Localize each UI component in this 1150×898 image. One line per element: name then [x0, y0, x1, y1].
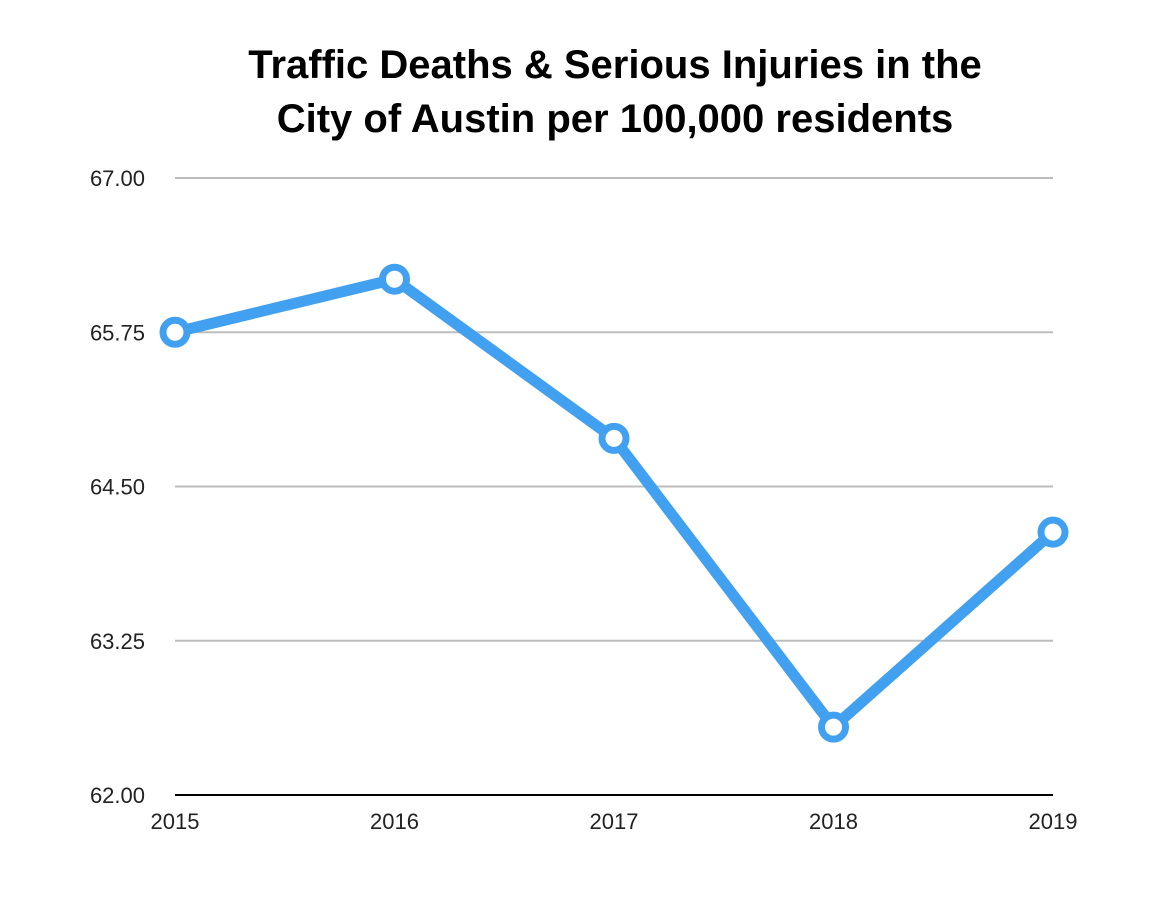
series-line — [169, 273, 1059, 733]
gridlines — [175, 177, 1053, 796]
y-tick-label: 62.00 — [90, 783, 145, 808]
data-point-2016 — [379, 263, 410, 295]
x-tick-label: 2017 — [590, 809, 639, 834]
x-axis-ticks: 2015 2016 2017 2018 2019 — [151, 809, 1078, 834]
chart-title-line-2: City of Austin per 100,000 residents — [276, 97, 954, 141]
data-point-2018 — [818, 711, 849, 743]
x-tick-label: 2019 — [1029, 809, 1078, 834]
y-axis-ticks: 67.00 65.75 64.50 63.25 62.00 — [90, 166, 145, 808]
y-tick-label: 63.25 — [90, 629, 145, 654]
x-tick-label: 2018 — [809, 809, 858, 834]
y-tick-label: 65.75 — [90, 320, 145, 345]
data-point-2019 — [1037, 516, 1069, 548]
chart-title-line-1: Traffic Deaths & Serious Injuries in the — [248, 43, 982, 87]
x-tick-label: 2016 — [370, 809, 419, 834]
chart-title: Traffic Deaths & Serious Injuries in the… — [0, 38, 1150, 146]
y-tick-label: 67.00 — [90, 166, 145, 191]
y-tick-label: 64.50 — [90, 475, 145, 500]
x-tick-label: 2015 — [151, 809, 200, 834]
series-layer — [159, 263, 1069, 743]
data-point-2017 — [598, 422, 630, 454]
data-point-2015 — [159, 316, 191, 348]
